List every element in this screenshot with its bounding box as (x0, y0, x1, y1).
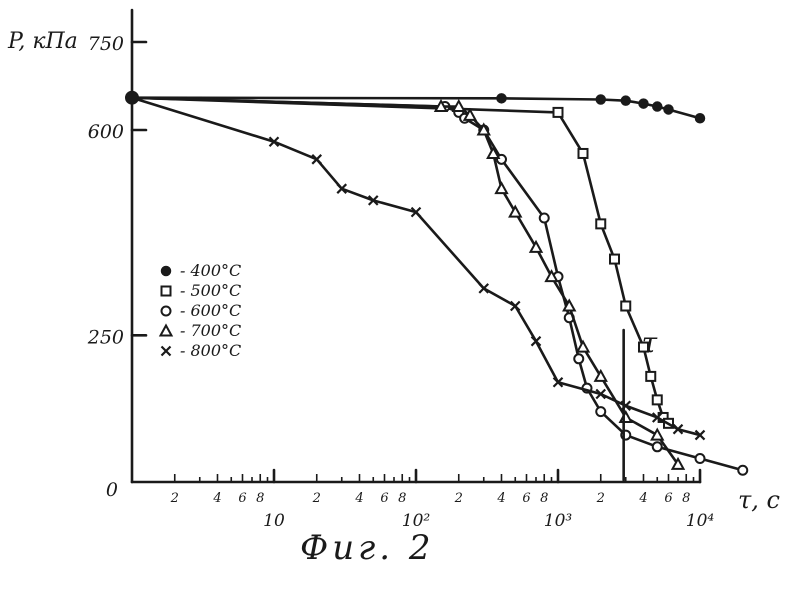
data-point (653, 102, 662, 111)
data-point (453, 101, 464, 111)
data-point (596, 219, 605, 228)
legend-marker (162, 347, 171, 356)
legend-entry: - 400°C (180, 261, 241, 280)
axes: 0250600750246810246810²246810³246810⁴P, … (7, 10, 780, 531)
data-point (596, 407, 605, 416)
data-point (653, 442, 662, 451)
legend-marker (161, 326, 172, 336)
origin-point (125, 91, 139, 105)
data-point (639, 99, 648, 108)
x-minor-label: 4 (354, 491, 363, 506)
data-point (738, 466, 747, 475)
x-decade-label: 10³ (544, 511, 573, 531)
data-point (488, 148, 499, 158)
data-point (578, 342, 589, 352)
data-point (532, 337, 541, 346)
y-tick-label: 0 (106, 479, 118, 501)
x-minor-label: 8 (398, 491, 406, 506)
x-minor-label: 4 (496, 491, 505, 506)
data-point (496, 183, 507, 193)
data-point (574, 354, 583, 363)
data-point (497, 94, 506, 103)
x-minor-label: 6 (522, 491, 530, 506)
legend-marker (162, 287, 171, 296)
x-minor-label: 2 (312, 491, 321, 506)
legend: - 400°C- 500°C- 600°C- 700°C- 800°C (161, 261, 242, 360)
x-minor-label: 4 (212, 491, 221, 506)
data-point (554, 108, 563, 117)
y-tick-label: 750 (88, 33, 124, 55)
data-point (596, 95, 605, 104)
data-point (621, 96, 630, 105)
data-point (579, 149, 588, 158)
data-point (664, 105, 673, 114)
tau-annotation: τ (642, 326, 658, 359)
data-point (610, 255, 619, 264)
data-point (479, 284, 488, 293)
legend-entry: - 800°C (180, 341, 241, 360)
y-tick-label: 250 (87, 326, 124, 348)
x-decade-label: 10⁴ (686, 511, 715, 531)
legend-entry: - 500°C (180, 281, 241, 300)
data-point (696, 114, 705, 123)
data-point (621, 302, 630, 311)
x-minor-label: 6 (238, 491, 246, 506)
legend-entry: - 700°C (180, 321, 241, 340)
data-point (652, 430, 663, 440)
data-point (646, 372, 655, 381)
data-point (511, 302, 520, 311)
x-minor-label: 2 (454, 491, 463, 506)
legend-marker (162, 307, 171, 316)
y-tick-label: 600 (88, 121, 124, 143)
y-axis-label: P, кПа (7, 29, 78, 54)
x-minor-label: 4 (638, 491, 647, 506)
x-decade-label: 10 (263, 511, 285, 531)
x-minor-label: 8 (682, 491, 690, 506)
data-point (540, 214, 549, 223)
x-minor-label: 6 (380, 491, 388, 506)
x-minor-label: 6 (664, 491, 672, 506)
x-minor-label: 2 (170, 491, 179, 506)
figure-caption: Фиг. 2 (300, 528, 435, 568)
x-minor-label: 8 (256, 491, 264, 506)
legend-entry: - 600°C (180, 301, 241, 320)
x-minor-label: 8 (540, 491, 548, 506)
x-minor-label: 2 (596, 491, 605, 506)
x-axis-label: τ, c (738, 486, 780, 514)
legend-marker (162, 267, 171, 276)
data-point (696, 454, 705, 463)
data-point (653, 395, 662, 404)
